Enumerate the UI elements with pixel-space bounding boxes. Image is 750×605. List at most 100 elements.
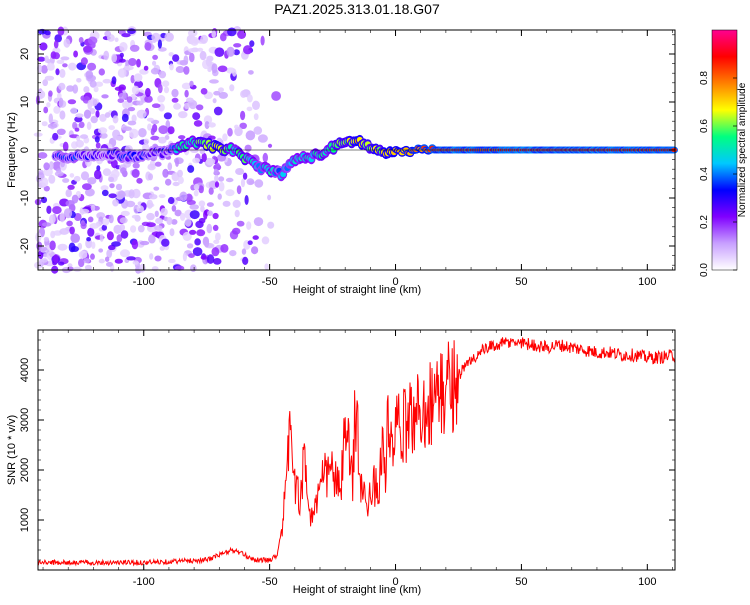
noise-cell: [68, 242, 76, 253]
noise-cell: [240, 90, 247, 98]
noise-cell: [208, 122, 216, 128]
noise-cell: [222, 200, 231, 207]
spectrogram-x-ticks: -100 -50 0 50 100: [42, 30, 673, 288]
noise-cell: [106, 249, 113, 258]
noise-cell: [212, 258, 222, 265]
noise-cell: [67, 184, 75, 190]
noise-cell: [87, 227, 95, 237]
snr-y-tick-label: 4000: [19, 358, 31, 382]
spectrogram-y-ticks: -20 -10 0 10 20: [19, 34, 675, 266]
noise-cell: [211, 30, 216, 38]
noise-cell: [144, 42, 152, 51]
noise-cell: [240, 178, 246, 188]
noise-cell: [164, 32, 174, 42]
noise-cell: [98, 258, 105, 264]
spectrogram-x-tick-label: -100: [133, 276, 155, 288]
noise-cell: [162, 80, 170, 87]
noise-cell: [96, 212, 106, 220]
spectrogram-y-tick-label: 20: [19, 48, 31, 60]
noise-cell: [46, 205, 52, 214]
noise-cell: [167, 196, 175, 205]
noise-cell: [218, 87, 224, 93]
noise-cell: [172, 54, 180, 62]
noise-cell: [154, 255, 162, 262]
noise-cell: [86, 121, 92, 130]
noise-cell: [41, 177, 49, 187]
noise-cell: [249, 40, 255, 47]
noise-cell: [158, 136, 167, 144]
noise-cell: [78, 250, 88, 259]
noise-cell: [116, 234, 123, 243]
noise-cell: [132, 260, 139, 265]
noise-cell: [174, 265, 185, 271]
noise-cell: [37, 152, 48, 159]
noise-cell: [154, 210, 159, 217]
noise-cell: [73, 266, 82, 272]
noise-cell: [157, 95, 166, 103]
noise-cell: [102, 78, 112, 84]
noise-cell: [94, 169, 102, 180]
noise-cell: [218, 181, 225, 192]
noise-cell: [119, 42, 128, 52]
noise-cell: [217, 193, 222, 200]
snr-y-tick-label: 1000: [19, 508, 31, 532]
noise-cell: [198, 200, 206, 207]
noise-cell: [213, 90, 221, 96]
noise-cell: [245, 130, 256, 141]
snr-x-label: Height of straight line (km): [293, 584, 421, 596]
noise-cell: [53, 254, 59, 264]
noise-cell: [206, 254, 215, 264]
noise-cell: [90, 253, 95, 260]
noise-cell: [71, 194, 79, 204]
noise-cell: [67, 99, 77, 105]
noise-cell: [49, 161, 54, 170]
noise-cell: [106, 261, 113, 267]
noise-cell: [199, 50, 207, 61]
noise-cell: [59, 68, 66, 78]
noise-cell: [125, 200, 136, 208]
noise-cell: [211, 63, 218, 74]
snr-x-tick-label: 0: [392, 576, 398, 588]
noise-cell: [115, 183, 123, 191]
noise-cell: [109, 183, 115, 189]
noise-cell: [54, 171, 64, 177]
noise-cell: [184, 89, 189, 98]
noise-cell: [153, 186, 160, 191]
noise-cell: [233, 49, 240, 56]
noise-cell: [87, 177, 97, 185]
noise-cell: [52, 132, 59, 141]
noise-cell: [184, 218, 192, 227]
noise-cell: [147, 163, 156, 171]
snr-series-line: [37, 337, 676, 567]
noise-cell: [83, 258, 90, 264]
noise-cell: [110, 169, 120, 179]
noise-cell: [148, 173, 153, 181]
spectrogram-x-tick-label: 100: [638, 276, 656, 288]
noise-cell: [257, 134, 268, 143]
noise-cell: [82, 183, 92, 191]
noise-cell: [267, 143, 273, 148]
noise-cell: [147, 123, 152, 131]
noise-cell: [43, 162, 50, 171]
noise-cell: [247, 94, 253, 103]
noise-cell: [121, 33, 131, 38]
noise-cell: [120, 230, 129, 239]
noise-cell: [66, 85, 75, 92]
noise-cell: [111, 53, 118, 63]
snr-y-tick-label: 2000: [19, 458, 31, 482]
snr-x-tick-label: -50: [262, 576, 278, 588]
noise-cell: [111, 76, 117, 85]
spectrogram-y-tick-label: 0: [19, 147, 31, 153]
noise-cell: [172, 181, 180, 187]
noise-cell: [85, 70, 94, 79]
noise-cell: [105, 256, 110, 262]
noise-cell: [118, 92, 127, 100]
noise-cell: [187, 29, 198, 37]
spectrogram-x-tick-label: 0: [392, 276, 398, 288]
noise-cell: [173, 103, 182, 110]
noise-cell: [187, 165, 195, 173]
colorbar-ticks: 0.0 0.2 0.4 0.6 0.8: [699, 71, 737, 277]
noise-cell: [89, 223, 100, 229]
noise-cell: [112, 115, 119, 124]
noise-cell: [146, 212, 155, 221]
